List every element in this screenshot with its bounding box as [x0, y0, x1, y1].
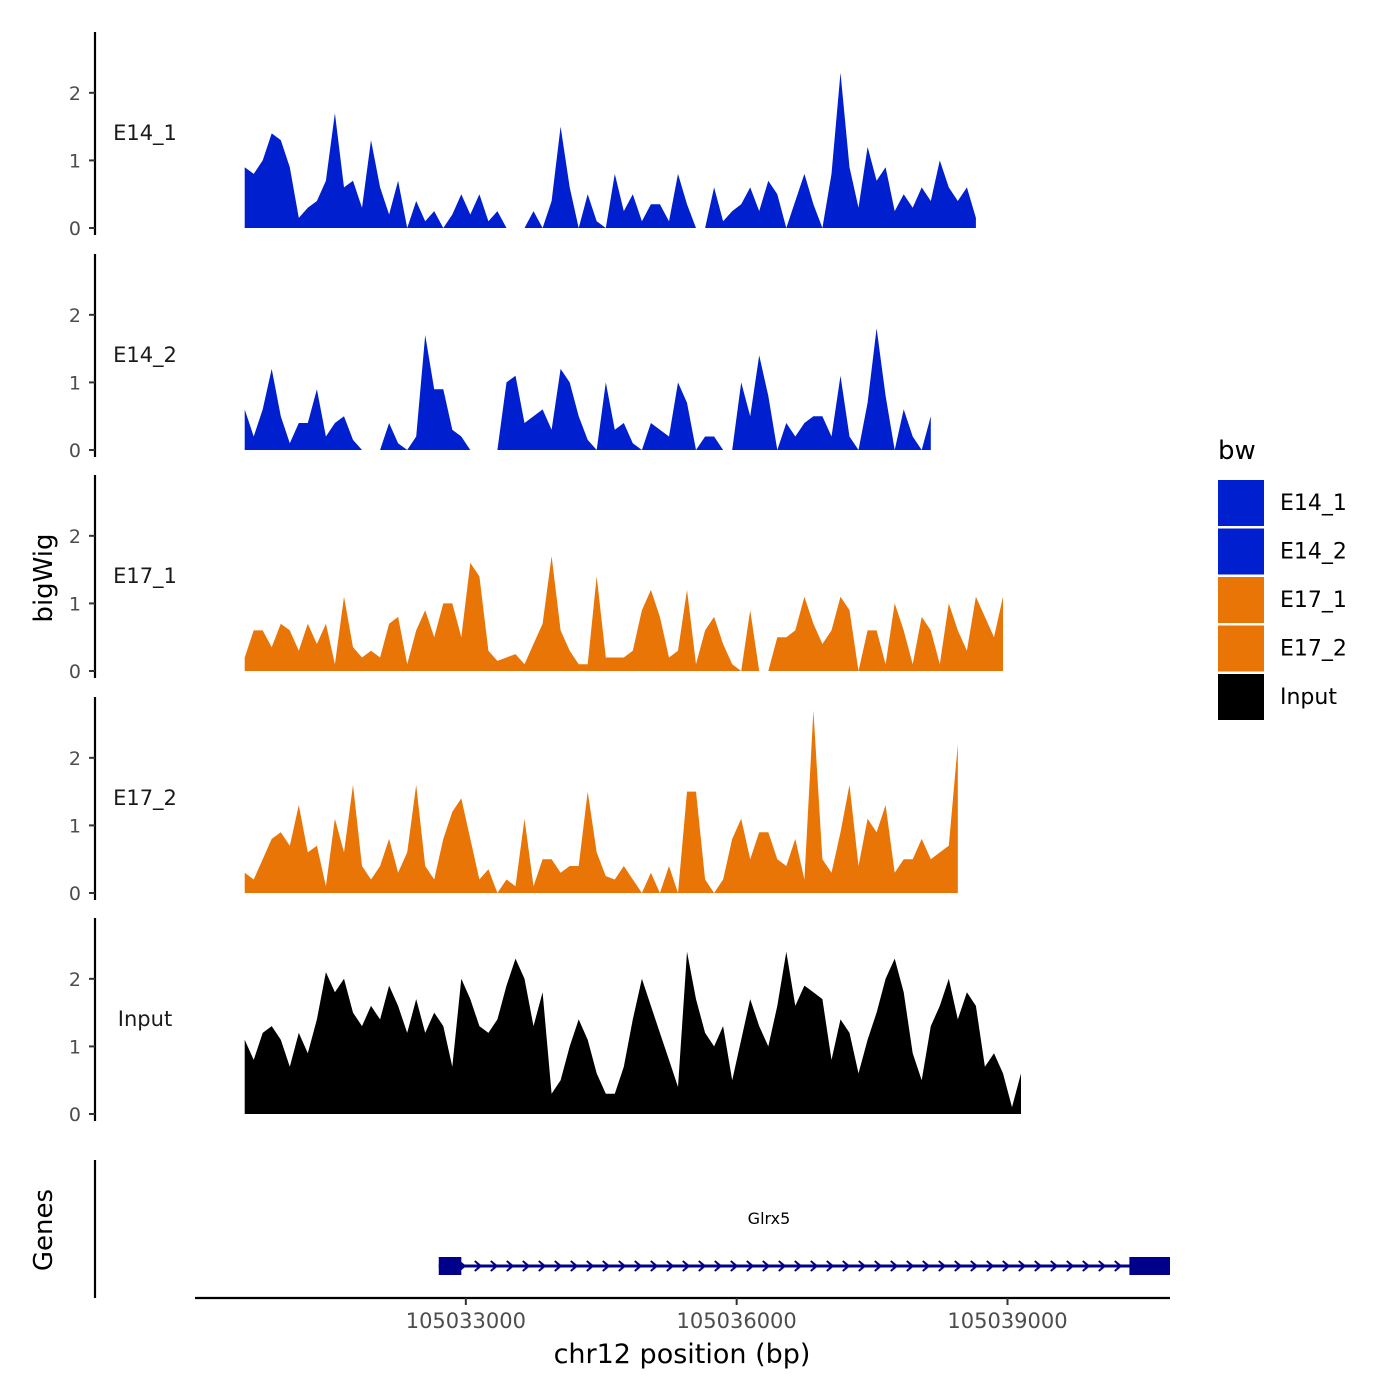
y-tick-label-Input-1: 1: [69, 1036, 81, 1058]
gene-exon-1: [438, 1257, 462, 1275]
track-label-E17_2: E17_2: [113, 786, 177, 811]
gene-strand-arrow: [794, 1260, 803, 1272]
gene-strand-arrow: [522, 1260, 531, 1272]
x-tick-label-105033000: 105033000: [406, 1309, 526, 1333]
gene-strand-arrow: [634, 1260, 643, 1272]
gene-strand-arrow: [602, 1260, 611, 1272]
gene-strand-arrow: [1002, 1260, 1011, 1272]
legend-label-E14_2: E14_2: [1280, 540, 1347, 565]
gene-strand-arrow: [1098, 1260, 1107, 1272]
gene-strand-arrow: [778, 1260, 787, 1272]
area-E17_1: [244, 556, 1003, 671]
gene-strand-arrow: [906, 1260, 915, 1272]
x-axis-title: chr12 position (bp): [554, 1339, 811, 1370]
legend-swatch-E14_1: [1218, 480, 1264, 526]
gene-strand-arrow: [730, 1260, 739, 1272]
legend-label-E14_1: E14_1: [1280, 491, 1347, 516]
gene-strand-arrow: [954, 1260, 963, 1272]
gene-strand-arrow: [762, 1260, 771, 1272]
area-E14_1: [244, 72, 976, 228]
gene-strand-arrow: [746, 1260, 755, 1272]
track-label-E14_1: E14_1: [113, 121, 177, 146]
y-tick-label-Input-2: 2: [69, 969, 81, 991]
gene-strand-arrow: [490, 1260, 499, 1272]
gene-strand-arrow: [714, 1260, 723, 1272]
legend-label-E17_1: E17_1: [1280, 588, 1347, 613]
y-axis-title: bigWig: [29, 533, 59, 622]
gene-strand-arrow: [1018, 1260, 1027, 1272]
y-tick-label-E14_2-2: 2: [69, 305, 81, 327]
gene-strand-arrow: [858, 1260, 867, 1272]
y-tick-label-E17_1-1: 1: [69, 593, 81, 615]
gene-exon-2: [1129, 1257, 1170, 1275]
area-E14_2: [244, 328, 931, 450]
legend-swatch-E14_2: [1218, 528, 1264, 575]
gene-strand-arrow: [698, 1260, 707, 1272]
gene-strand-arrow: [1034, 1260, 1043, 1272]
area-Input: [244, 951, 1021, 1114]
gene-strand-arrow: [842, 1260, 851, 1272]
gene-strand-arrow: [1050, 1260, 1059, 1272]
gene-strand-arrow: [538, 1260, 547, 1272]
gene-strand-arrow: [618, 1260, 627, 1272]
legend-swatch-Input: [1218, 674, 1264, 720]
gene-strand-arrow: [586, 1260, 595, 1272]
legend-swatch-E17_2: [1218, 625, 1264, 672]
y-tick-label-Input-0: 0: [69, 1104, 81, 1126]
x-tick-label-105039000: 105039000: [947, 1309, 1067, 1333]
gene-strand-arrow: [682, 1260, 691, 1272]
gene-strand-arrow: [922, 1260, 931, 1272]
gene-strand-arrow: [650, 1260, 659, 1272]
y-tick-label-E17_2-0: 0: [69, 883, 81, 905]
gene-strand-arrow: [1082, 1260, 1091, 1272]
y-tick-label-E17_2-1: 1: [69, 815, 81, 837]
gene-strand-arrow: [874, 1260, 883, 1272]
track-label-E17_1: E17_1: [113, 564, 177, 589]
gene-strand-arrow: [890, 1260, 899, 1272]
y-tick-label-E14_1-1: 1: [69, 150, 81, 172]
gene-label: Glrx5: [748, 1209, 791, 1228]
legend-swatch-E17_1: [1218, 577, 1264, 623]
gene-strand-arrow: [1114, 1260, 1123, 1272]
y-tick-label-E14_2-1: 1: [69, 372, 81, 394]
gene-strand-arrow: [506, 1260, 515, 1272]
gene-strand-arrow: [666, 1260, 675, 1272]
gene-strand-arrow: [1066, 1260, 1075, 1272]
gene-strand-arrow: [474, 1260, 483, 1272]
legend-label-Input: Input: [1280, 685, 1337, 710]
gene-strand-arrow: [938, 1260, 947, 1272]
x-tick-label-105036000: 105036000: [677, 1309, 797, 1333]
gene-strand-arrow: [986, 1260, 995, 1272]
y-tick-label-E14_1-2: 2: [69, 83, 81, 105]
y-tick-label-E14_2-0: 0: [69, 440, 81, 462]
gene-strand-arrow: [970, 1260, 979, 1272]
track-label-Input: Input: [118, 1007, 172, 1031]
gene-strand-arrow: [810, 1260, 819, 1272]
gene-strand-arrow: [826, 1260, 835, 1272]
y-tick-label-E17_2-2: 2: [69, 748, 81, 770]
gene-strand-arrow: [570, 1260, 579, 1272]
y-tick-label-E17_1-0: 0: [69, 661, 81, 683]
area-E17_2: [244, 710, 958, 893]
y-tick-label-E14_1-0: 0: [69, 218, 81, 240]
y-tick-label-E17_1-2: 2: [69, 526, 81, 548]
gene-strand-arrow: [554, 1260, 563, 1272]
legend-label-E17_2: E17_2: [1280, 637, 1347, 662]
genes-title: Genes: [29, 1189, 59, 1271]
legend-title: bw: [1218, 436, 1256, 466]
track-label-E14_2: E14_2: [113, 343, 177, 368]
